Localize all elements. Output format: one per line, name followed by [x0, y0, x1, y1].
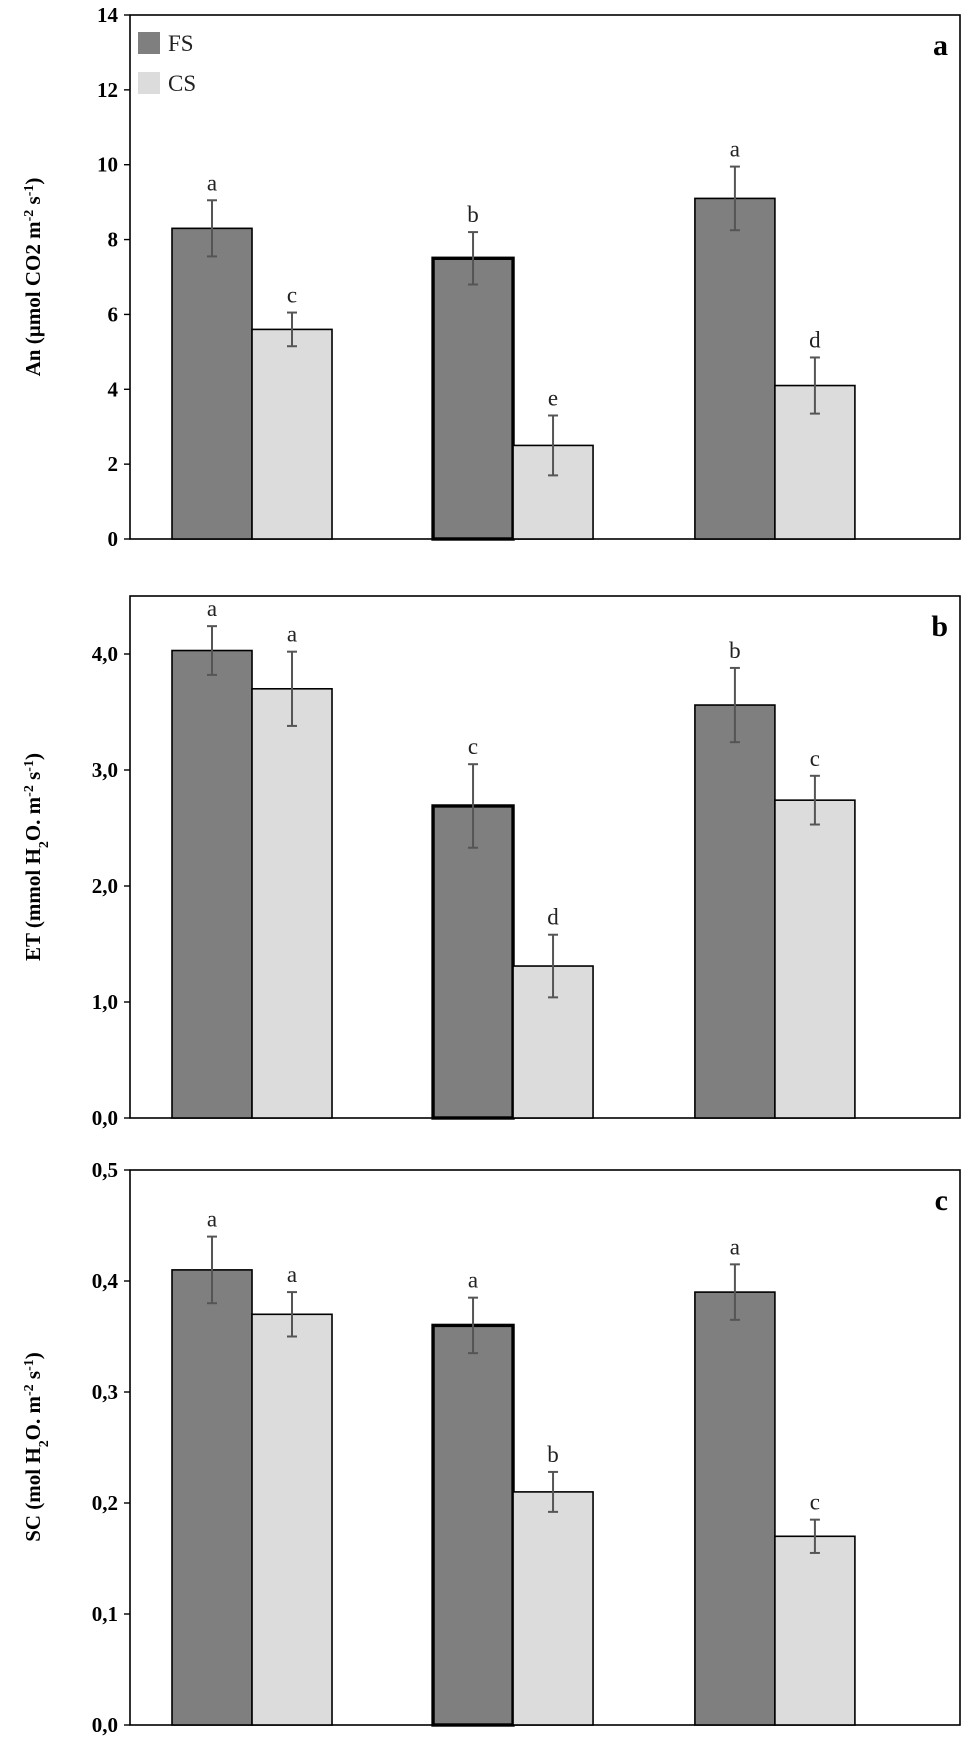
y-tick-label: 4: [108, 377, 119, 401]
significance-letter: c: [810, 746, 820, 771]
panel-label: b: [931, 610, 948, 643]
bar-fs-alex: [172, 651, 252, 1118]
y-tick-label: 6: [108, 302, 119, 326]
y-tick-label: 12: [97, 78, 118, 102]
y-tick-label: 14: [97, 3, 119, 27]
y-tick-label: 0,0: [92, 1713, 118, 1737]
significance-letter: a: [207, 1207, 217, 1232]
significance-letter: e: [548, 385, 558, 410]
legend-label-cs: CS: [168, 71, 196, 96]
figure: 02468101214acbeadaAn (µmol CO2 m-2 s-1)F…: [0, 0, 980, 1743]
y-tick-label: 0,0: [92, 1106, 118, 1130]
y-tick-label: 2: [108, 452, 119, 476]
y-tick-label: 0: [108, 527, 119, 551]
y-axis-title-part: ): [21, 1352, 45, 1359]
y-axis-title: SC (mol H2O. m-2 s-1): [21, 1352, 52, 1542]
y-axis-title-part: ): [21, 178, 45, 185]
y-tick-label: 0,1: [92, 1602, 118, 1626]
panel-label: a: [933, 29, 948, 62]
y-axis-title-part: ET (mmol H: [21, 848, 45, 961]
legend-label-fs: FS: [168, 31, 194, 56]
category-label: MK: [755, 1739, 795, 1743]
y-tick-label: 2,0: [92, 874, 118, 898]
bar-fs-dp: [433, 1325, 513, 1725]
y-axis-title-part: s: [21, 772, 45, 785]
panel-a-chart: 0 2 4 6 8 10 12 14 a c b e a d a An (µmol CO2 m-2 s-1) F…: [21, 3, 960, 551]
legend-swatch-cs: [138, 72, 160, 94]
y-tick-label: 4,0: [92, 642, 118, 666]
bar-fs-alex: [172, 1270, 252, 1725]
y-tick-label: 0,5: [92, 1158, 118, 1182]
y-axis-title-part: -1: [22, 185, 37, 197]
significance-letter: a: [730, 1234, 740, 1259]
y-axis-title-part: s: [21, 196, 45, 209]
y-axis-title-part: -1: [22, 760, 37, 772]
y-axis-title-part: O. m: [21, 796, 45, 841]
significance-letter: b: [729, 638, 741, 663]
significance-letter: b: [467, 202, 479, 227]
bar-fs-mk: [695, 1292, 775, 1725]
bar-fs-mk: [695, 705, 775, 1118]
significance-letter: a: [730, 137, 740, 162]
bar-fs-dp: [433, 258, 513, 539]
y-tick-label: 3,0: [92, 758, 118, 782]
panel-c-chart: 0,0 0,1 0,2 0,3 0,4 0,5 a a Alex a b DP a c MK c SC (mol…: [21, 1158, 960, 1743]
panel-label: c: [935, 1184, 948, 1217]
significance-letter: c: [810, 1490, 820, 1515]
y-tick-label: 8: [108, 228, 119, 252]
significance-letter: a: [207, 596, 217, 621]
y-axis-title-part: s: [21, 1371, 45, 1384]
y-axis-title-part: 2: [37, 1440, 52, 1447]
bar-fs-dp: [433, 806, 513, 1118]
y-axis-title-part: -2: [22, 1384, 37, 1396]
bar-cs-mk: [775, 1536, 855, 1725]
bar-cs-alex: [252, 1314, 332, 1725]
y-tick-label: 0,2: [92, 1491, 118, 1515]
significance-letter: c: [287, 283, 297, 308]
significance-letter: a: [287, 1262, 297, 1287]
y-axis-title-part: -1: [22, 1359, 37, 1371]
significance-letter: b: [547, 1442, 559, 1467]
bar-cs-dp: [513, 1492, 593, 1725]
y-axis-title-part: ): [21, 753, 45, 760]
y-tick-label: 0,4: [92, 1269, 119, 1293]
bar-cs-alex: [252, 329, 332, 539]
y-axis-title-part: -2: [22, 210, 37, 222]
y-tick-label: 0,3: [92, 1380, 118, 1404]
y-tick-label: 10: [97, 153, 118, 177]
legend-swatch-fs: [138, 32, 160, 54]
category-label: DP: [498, 1739, 529, 1743]
bar-cs-mk: [775, 800, 855, 1118]
panel-b-chart: 0,0 1,0 2,0 3,0 4,0 a a c d b c b ET (mmol H2O. m-2 …: [21, 596, 960, 1130]
y-axis-title-part: -2: [22, 785, 37, 797]
y-axis-title: An (µmol CO2 m-2 s-1): [21, 178, 45, 377]
significance-letter: a: [207, 170, 217, 195]
y-tick-label: 1,0: [92, 990, 118, 1014]
significance-letter: c: [468, 734, 478, 759]
y-axis-title-part: SC (mol H: [21, 1447, 45, 1542]
bar-fs-alex: [172, 228, 252, 539]
bar-fs-mk: [695, 198, 775, 539]
bar-cs-alex: [252, 689, 332, 1118]
significance-letter: d: [547, 905, 559, 930]
significance-letter: a: [468, 1268, 478, 1293]
significance-letter: d: [809, 327, 821, 352]
significance-letter: a: [287, 622, 297, 647]
y-axis-title-part: 2: [37, 841, 52, 848]
category-label: Alex: [230, 1739, 275, 1743]
y-axis-title-part: O. m: [21, 1395, 45, 1440]
y-axis-title: ET (mmol H2O. m-2 s-1): [21, 753, 52, 961]
y-axis-title-part: An (µmol CO2 m: [21, 221, 45, 377]
